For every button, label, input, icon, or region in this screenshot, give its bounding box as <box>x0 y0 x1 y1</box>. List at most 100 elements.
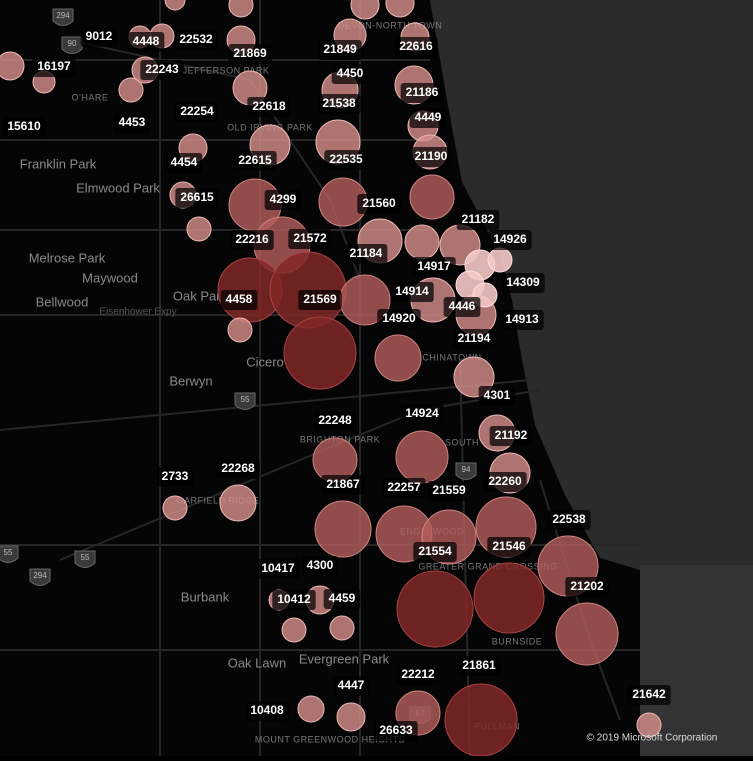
bubble-label-text: 22532 <box>179 32 213 46</box>
shield-number: 90 <box>68 39 77 48</box>
bubble-label: 26615 <box>175 188 219 208</box>
bubble-label-text: 22615 <box>238 153 272 167</box>
bubble-label-text: 22260 <box>488 474 522 488</box>
bubble-label: 2733 <box>156 467 194 487</box>
bubble-label: 21572 <box>288 229 332 249</box>
bubble-label: 16197 <box>32 57 76 77</box>
label-background <box>452 329 496 349</box>
bubble-label: 10408 <box>245 701 289 721</box>
label-background <box>233 151 277 171</box>
place-name: Melrose Park <box>29 250 106 265</box>
bubble-label-text: 4447 <box>338 678 365 692</box>
label-background <box>443 297 481 317</box>
bubble <box>350 0 380 20</box>
bubble <box>385 0 415 18</box>
bubble-label-text: 21184 <box>350 246 383 260</box>
label-background <box>156 467 194 487</box>
bubble <box>186 216 212 242</box>
bubble-label: 22538 <box>547 510 591 530</box>
bubble <box>404 224 440 260</box>
bubble-label-text: 21867 <box>326 477 360 491</box>
bubble-label: 4299 <box>264 190 302 210</box>
bubble <box>297 695 325 723</box>
shield-number: 294 <box>56 11 70 20</box>
label-background <box>377 309 421 329</box>
bubble-label-text: 21869 <box>233 46 267 60</box>
bubble-label: 4454 <box>165 153 203 173</box>
highway-shield <box>234 392 256 410</box>
label-background <box>409 147 453 167</box>
highway-shield <box>61 36 83 54</box>
bubble-label: 4448 <box>127 32 165 52</box>
highway-shield <box>74 550 96 568</box>
bubble-label-text: 4301 <box>484 388 511 402</box>
bubble-label: 21546 <box>487 537 531 557</box>
label-background <box>478 386 516 406</box>
label-background <box>412 257 456 277</box>
label-background <box>344 244 388 264</box>
bubble-label-text: 21642 <box>632 687 666 701</box>
bubble-label: 21869 <box>228 44 272 64</box>
bubble <box>219 484 257 522</box>
bubble-label: 14926 <box>488 230 532 250</box>
bubble <box>283 316 357 390</box>
bubble <box>336 702 366 732</box>
label-background <box>382 478 426 498</box>
label-background <box>396 665 440 685</box>
shield-number: 55 <box>241 395 250 404</box>
label-background <box>175 102 219 122</box>
place-name: Maywood <box>82 270 138 285</box>
label-background <box>80 27 118 47</box>
bubble-label-text: 14913 <box>505 312 539 326</box>
place-name: Burbank <box>181 589 230 604</box>
bubble-label-text: 4459 <box>329 591 356 605</box>
label-background <box>298 290 342 310</box>
bubble <box>281 617 307 643</box>
bubble-label: 21569 <box>298 290 342 310</box>
bubble-label: 21182 <box>456 210 500 230</box>
bubble-label: 14914 <box>390 282 434 302</box>
bubble-label-text: 15610 <box>7 119 41 133</box>
label-background <box>140 60 184 80</box>
bubble-label-text: 21190 <box>415 149 448 163</box>
label-background <box>324 150 368 170</box>
bubble-label-text: 22212 <box>401 667 435 681</box>
shield-number: 55 <box>4 548 13 557</box>
label-background <box>500 310 544 330</box>
bubble-label-text: 4448 <box>133 34 160 48</box>
bubble-label-text: 22538 <box>552 512 586 526</box>
bubble-label: 4446 <box>443 297 481 317</box>
shield-number: 294 <box>33 571 47 580</box>
bubble-label-text: 21546 <box>492 539 526 553</box>
highway-shield <box>0 545 19 563</box>
label-background <box>390 282 434 302</box>
label-background <box>264 190 302 210</box>
bubble-label: 4459 <box>323 589 361 609</box>
label-background <box>489 426 533 446</box>
label-background <box>175 188 219 208</box>
place-name: CHINATOWN <box>422 352 481 362</box>
bubble <box>473 562 545 634</box>
bubble <box>0 51 25 81</box>
bubble-label-text: 21554 <box>418 544 452 558</box>
place-name: Berwyn <box>169 373 212 388</box>
bubble-label: 22257 <box>382 478 426 498</box>
bubble-label: 22260 <box>483 472 527 492</box>
bubble-label-text: 22254 <box>180 104 214 118</box>
bubble-label: 21560 <box>357 194 401 214</box>
bubble-label-text: 21560 <box>362 196 396 210</box>
bubble <box>444 683 518 757</box>
bubble-label: 22248 <box>313 411 357 431</box>
bubble-label: 21849 <box>318 40 362 60</box>
bubble-label-text: 14917 <box>417 259 451 273</box>
label-background <box>32 57 76 77</box>
bubble-label-text: 2733 <box>162 469 189 483</box>
bubble-label: 21190 <box>409 147 453 167</box>
label-background <box>256 559 300 579</box>
bubble-label: 21861 <box>457 656 501 676</box>
place-name: Franklin Park <box>20 156 97 171</box>
label-background <box>165 153 203 173</box>
place-name: GREATER GRAND CROSSING <box>418 561 557 571</box>
bubble-label-text: 21186 <box>406 85 439 99</box>
